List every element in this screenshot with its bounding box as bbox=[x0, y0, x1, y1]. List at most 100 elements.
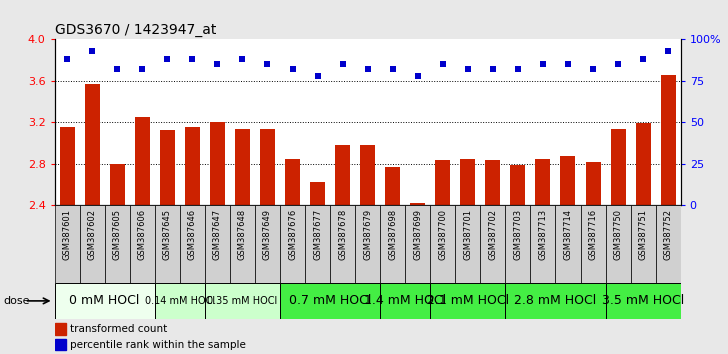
Point bbox=[337, 61, 349, 67]
Text: GSM387649: GSM387649 bbox=[263, 209, 272, 260]
Point bbox=[587, 66, 599, 72]
Bar bbox=[380, 205, 405, 283]
Point bbox=[462, 66, 474, 72]
Text: GSM387601: GSM387601 bbox=[63, 209, 71, 260]
Point bbox=[162, 56, 173, 62]
Bar bbox=[235, 130, 250, 205]
Bar bbox=[505, 205, 531, 283]
Bar bbox=[580, 205, 606, 283]
Text: GSM387698: GSM387698 bbox=[388, 209, 397, 260]
Point bbox=[487, 66, 499, 72]
Point bbox=[537, 61, 549, 67]
Text: GSM387702: GSM387702 bbox=[488, 209, 497, 260]
Text: GSM387646: GSM387646 bbox=[188, 209, 197, 260]
Text: GSM387679: GSM387679 bbox=[363, 209, 372, 260]
Point bbox=[186, 56, 198, 62]
Point bbox=[61, 56, 73, 62]
Bar bbox=[585, 162, 601, 205]
Text: percentile rank within the sample: percentile rank within the sample bbox=[71, 340, 246, 350]
Point bbox=[662, 48, 674, 53]
Point bbox=[261, 61, 273, 67]
Text: transformed count: transformed count bbox=[71, 324, 167, 334]
Bar bbox=[310, 182, 325, 205]
Point bbox=[562, 61, 574, 67]
Text: GSM387645: GSM387645 bbox=[163, 209, 172, 260]
Bar bbox=[205, 283, 280, 319]
Point bbox=[362, 66, 373, 72]
Text: 3.5 mM HOCl: 3.5 mM HOCl bbox=[602, 295, 684, 307]
Bar bbox=[355, 205, 380, 283]
Bar bbox=[280, 283, 380, 319]
Bar bbox=[430, 205, 455, 283]
Point bbox=[212, 61, 223, 67]
Bar bbox=[480, 205, 505, 283]
Text: GSM387605: GSM387605 bbox=[113, 209, 122, 260]
Point bbox=[87, 48, 98, 53]
Bar bbox=[260, 130, 275, 205]
Text: GSM387750: GSM387750 bbox=[614, 209, 622, 260]
Bar bbox=[130, 205, 155, 283]
Text: GSM387602: GSM387602 bbox=[87, 209, 97, 260]
Text: 0 mM HOCl: 0 mM HOCl bbox=[69, 295, 140, 307]
Bar bbox=[159, 130, 175, 205]
Bar bbox=[455, 205, 480, 283]
Bar bbox=[180, 205, 205, 283]
Bar bbox=[561, 156, 576, 205]
Bar bbox=[185, 127, 200, 205]
Bar bbox=[460, 159, 475, 205]
Bar bbox=[210, 122, 225, 205]
Bar bbox=[135, 117, 150, 205]
Bar bbox=[611, 130, 625, 205]
Bar bbox=[155, 283, 205, 319]
Bar bbox=[510, 165, 526, 205]
Point bbox=[312, 73, 323, 78]
Bar bbox=[630, 205, 656, 283]
Text: GSM387700: GSM387700 bbox=[438, 209, 447, 260]
Bar bbox=[255, 205, 280, 283]
Bar bbox=[155, 205, 180, 283]
Bar bbox=[305, 205, 330, 283]
Bar bbox=[360, 145, 375, 205]
Point bbox=[637, 56, 649, 62]
Point bbox=[612, 61, 624, 67]
Bar bbox=[531, 205, 555, 283]
Bar bbox=[230, 205, 255, 283]
Bar bbox=[405, 205, 430, 283]
Bar bbox=[385, 167, 400, 205]
Text: GSM387678: GSM387678 bbox=[338, 209, 347, 261]
Text: GSM387606: GSM387606 bbox=[138, 209, 147, 260]
Bar bbox=[660, 75, 676, 205]
Text: GSM387713: GSM387713 bbox=[539, 209, 547, 260]
Bar bbox=[330, 205, 355, 283]
Bar bbox=[435, 160, 451, 205]
Text: GSM387751: GSM387751 bbox=[638, 209, 648, 260]
Bar bbox=[280, 205, 305, 283]
Text: dose: dose bbox=[4, 296, 30, 306]
Bar bbox=[79, 205, 105, 283]
Text: GSM387716: GSM387716 bbox=[588, 209, 598, 260]
Bar bbox=[335, 145, 350, 205]
Bar bbox=[205, 205, 230, 283]
Text: 2.1 mM HOCl: 2.1 mM HOCl bbox=[427, 295, 509, 307]
Text: GSM387647: GSM387647 bbox=[213, 209, 222, 260]
Bar bbox=[486, 160, 500, 205]
Bar bbox=[84, 84, 100, 205]
Bar bbox=[55, 323, 66, 335]
Text: GSM387701: GSM387701 bbox=[463, 209, 472, 260]
Text: 2.8 mM HOCl: 2.8 mM HOCl bbox=[515, 295, 596, 307]
Bar bbox=[60, 127, 75, 205]
Text: GSM387703: GSM387703 bbox=[513, 209, 523, 260]
Bar bbox=[55, 205, 79, 283]
Point bbox=[437, 61, 448, 67]
Bar bbox=[656, 205, 681, 283]
Point bbox=[512, 66, 523, 72]
Point bbox=[412, 73, 424, 78]
Bar bbox=[606, 205, 630, 283]
Text: 0.7 mM HOCl: 0.7 mM HOCl bbox=[289, 295, 371, 307]
Bar bbox=[110, 164, 124, 205]
Text: GSM387752: GSM387752 bbox=[664, 209, 673, 260]
Text: 0.14 mM HOCl: 0.14 mM HOCl bbox=[145, 296, 215, 306]
Text: GSM387676: GSM387676 bbox=[288, 209, 297, 261]
Point bbox=[287, 66, 298, 72]
Bar bbox=[555, 205, 580, 283]
